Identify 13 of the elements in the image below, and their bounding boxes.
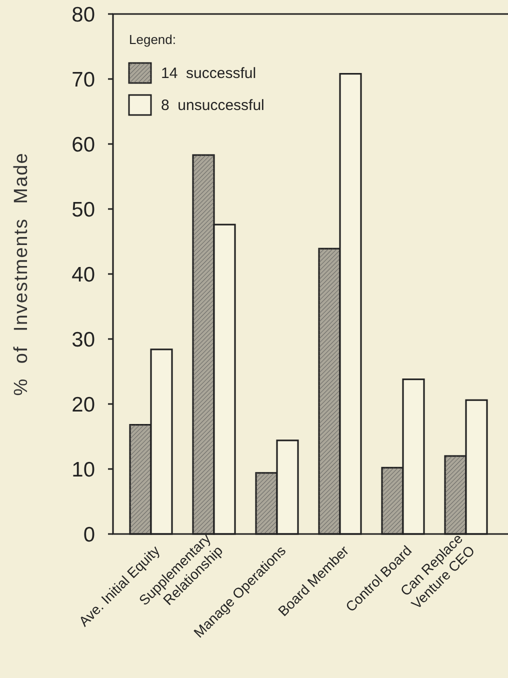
legend-label: 14 successful [161, 65, 256, 82]
y-tick-label: 70 [72, 68, 95, 92]
y-tick-label: 40 [72, 263, 95, 286]
legend-title: Legend: [129, 32, 176, 47]
y-tick-label: 10 [72, 458, 95, 482]
legend-label: 8 unsuccessful [161, 97, 264, 114]
y-tick-label: 30 [72, 328, 95, 352]
y-tick-label: 20 [72, 393, 95, 416]
y-axis-title: % of Investments Made [11, 152, 32, 396]
y-tick-label: 80 [72, 3, 95, 26]
y-tick-label: 60 [72, 133, 95, 156]
y-tick-label: 0 [83, 523, 95, 546]
y-tick-label: 50 [72, 198, 95, 222]
